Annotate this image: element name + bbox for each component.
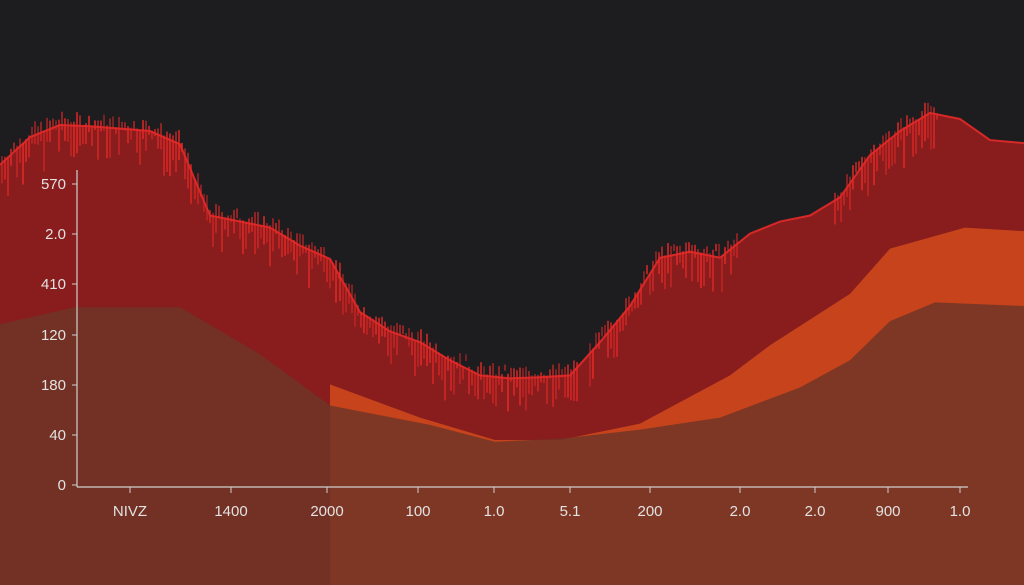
x-tick-label: 5.1: [560, 503, 581, 520]
x-tick-label: 2.0: [805, 503, 826, 520]
y-tick-label: 0: [58, 477, 66, 494]
y-tick-label: 120: [41, 327, 66, 344]
x-tick-label: 1.0: [484, 503, 505, 520]
x-tick-label: 100: [405, 503, 430, 520]
x-tick-label: 1400: [214, 503, 247, 520]
y-tick-label: 410: [41, 276, 66, 293]
x-tick-label: 2000: [310, 503, 343, 520]
y-axis-ticks: 570 2.0 410 120 180 40 0: [41, 176, 77, 494]
y-tick-label: 2.0: [45, 226, 66, 243]
y-tick-label: 40: [49, 427, 66, 444]
spike-marks: [1, 102, 938, 412]
area-layers: [0, 111, 1024, 585]
y-tick-label: 570: [41, 176, 66, 193]
x-tick-label: 900: [875, 503, 900, 520]
x-tick-label: 1.0: [950, 503, 971, 520]
axes: [76, 170, 968, 488]
x-tick-label: NIVZ: [113, 503, 147, 520]
x-axis-ticks: NIVZ 1400 2000 100 1.0 5.1 200 2.0 2.0 900 1.0: [113, 487, 971, 520]
area-front-layer: [0, 302, 1024, 585]
y-tick-label: 180: [41, 377, 66, 394]
x-tick-label: 2.0: [730, 503, 751, 520]
x-tick-label: 200: [637, 503, 662, 520]
